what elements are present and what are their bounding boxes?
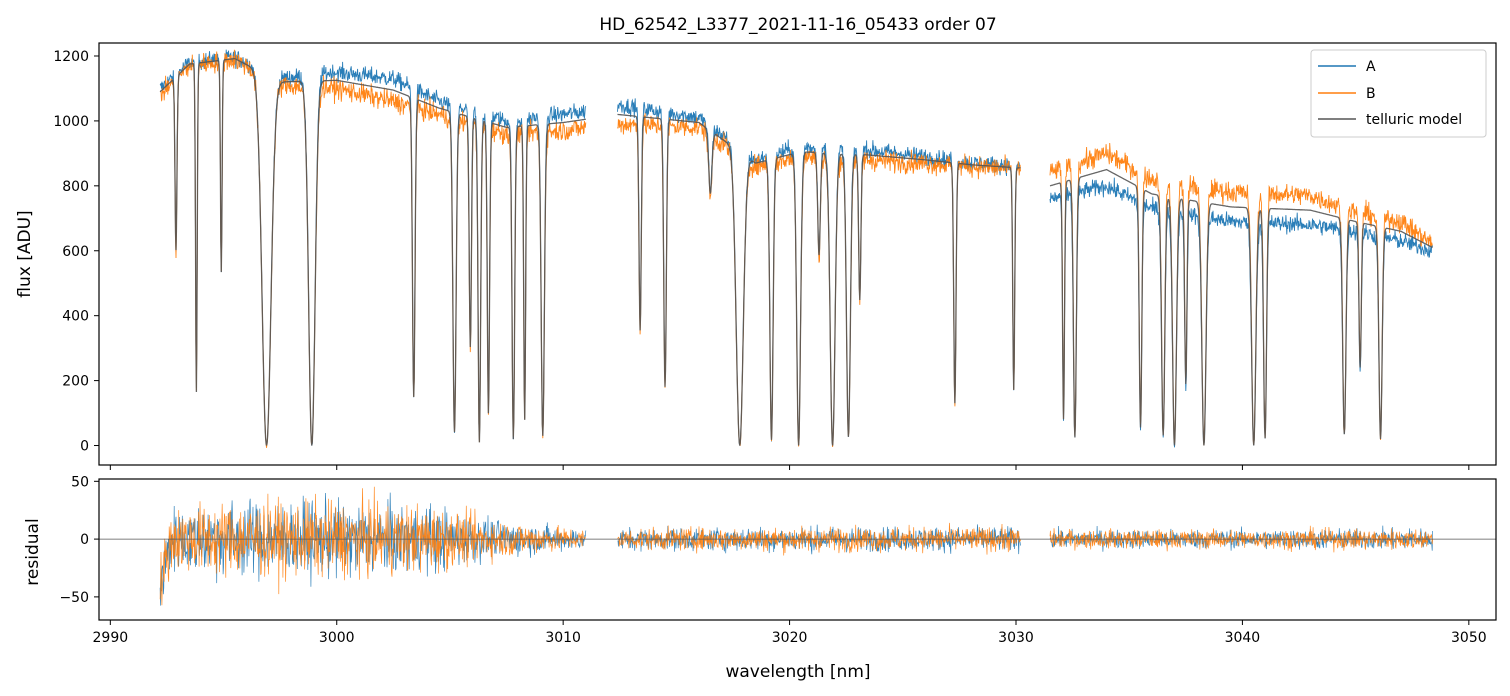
flux-y-tick-label: 800 [62,179,89,195]
flux-y-tick-label: 600 [62,244,89,260]
flux-y-tick-label: 1200 [53,49,89,65]
flux-y-ticks: 0 200 400 600 800 1000 1200 [53,49,99,455]
x-tick-label: 3010 [545,630,581,646]
x-tick-label: 3050 [1451,630,1487,646]
flux-line-a-segment-3 [1049,177,1434,448]
flux-y-tick-label: 200 [62,374,89,390]
flux-line-telluric-model-segment-1 [159,57,586,446]
residual-y-axis-label: residual [23,518,43,585]
flux-line-b-segment-3 [1049,142,1433,446]
flux-line-a-segment-2 [617,98,1021,447]
legend-label-model: telluric model [1366,112,1462,128]
flux-y-axis-label: flux [ADU] [15,210,35,297]
legend-label-b: B [1366,86,1376,102]
residual-axes-frame [98,478,1497,621]
flux-line-b-segment-1 [159,49,587,448]
residual-y-ticks: −50 0 50 [59,474,99,606]
residual-line-b-segment-3 [1049,525,1433,553]
flux-y-tick-label: 400 [62,309,89,325]
flux-line-a-segment-1 [159,49,587,447]
legend-box [1310,49,1487,138]
residual-line-b-segment-2 [617,522,1021,556]
residual-y-tick-label: −50 [59,590,89,606]
residual-series-group [99,486,1496,606]
flux-panel: 0 200 400 600 800 1000 1200 flux [ADU] A B tel… [15,42,1497,470]
x-tick-label: 3040 [1225,630,1261,646]
flux-y-tick-label: 0 [80,439,89,455]
residual-line-a-segment-1 [159,492,587,606]
flux-line-telluric-model-segment-3 [1049,168,1433,446]
residual-panel: −50 0 50 2990 3000 3010 3020 3030 3040 3050 resi… [23,474,1497,682]
flux-y-tick-label: 1000 [53,114,89,130]
legend-label-a: A [1366,59,1376,75]
x-tick-label: 3020 [772,630,808,646]
residual-y-tick-label: 50 [71,474,89,490]
residual-x-ticks: 2990 3000 3010 3020 3030 3040 3050 [93,620,1487,646]
x-tick-label: 2990 [93,630,129,646]
x-tick-label: 3030 [998,630,1034,646]
x-tick-label: 3000 [319,630,355,646]
flux-x-ticks [109,465,1470,470]
legend: A B telluric model [1310,49,1487,138]
flux-line-telluric-model-segment-2 [617,113,1021,446]
flux-axes-frame [98,42,1497,466]
chart-title: HD_62542_L3377_2021-11-16_05433 order 07 [599,15,996,35]
x-axis-label: wavelength [nm] [725,662,870,682]
residual-y-tick-label: 0 [80,532,89,548]
flux-series-group [159,49,1434,448]
residual-line-b-segment-1 [159,486,587,606]
